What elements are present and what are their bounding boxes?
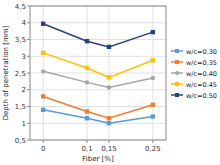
data-point — [85, 116, 89, 120]
tick-label: 0 — [41, 145, 45, 153]
data-point — [107, 121, 111, 125]
legend-label: w/c=0.35 — [186, 59, 217, 67]
plot-frame — [30, 6, 166, 140]
legend-marker — [175, 71, 179, 75]
legend: w/c=0.30 w/c=0.35 w/c=0.40 w/c=0.45 w/c=0.50 — [171, 48, 217, 100]
data-point — [151, 30, 155, 34]
tick-label: 1 — [22, 120, 26, 128]
legend-label: w/c=0.40 — [186, 70, 217, 78]
series-line — [43, 24, 153, 47]
data-point — [107, 75, 111, 79]
grid-line — [30, 123, 166, 124]
tick-label: 2 — [22, 86, 26, 94]
data-point — [107, 116, 111, 120]
data-point — [151, 114, 155, 118]
data-point — [151, 76, 155, 80]
data-point — [41, 94, 45, 98]
x-axis-label: Fiber [%] — [82, 155, 114, 163]
legend-marker — [175, 82, 179, 86]
series-line — [43, 71, 153, 87]
tick-label: 0,5 — [15, 137, 26, 145]
tick-label: 3 — [22, 53, 26, 61]
data-point — [85, 109, 89, 113]
data-point — [151, 58, 155, 62]
tick-label: 3,5 — [15, 36, 26, 44]
data-group — [41, 22, 155, 126]
chart: 0 0,1 0,15 0,25 0,5 1 1,5 2 2,5 3 3,5 4 4,5 Fiber [%]… — [0, 0, 220, 165]
legend-marker — [175, 93, 179, 97]
data-point — [107, 45, 111, 49]
legend-marker — [175, 60, 179, 64]
legend-label: w/c=0.50 — [186, 92, 217, 100]
grid-line — [30, 89, 166, 90]
series-line — [43, 96, 153, 118]
legend-label: w/c=0.45 — [186, 81, 217, 89]
series-line — [43, 53, 153, 77]
data-point — [85, 66, 89, 70]
data-point — [85, 80, 89, 84]
plot-area — [30, 6, 166, 140]
tick-label: 0,15 — [101, 145, 117, 153]
series-line — [43, 110, 153, 123]
data-point — [107, 85, 111, 89]
grid-line — [30, 22, 166, 23]
legend-label: w/c=0.30 — [186, 48, 217, 56]
data-point — [41, 69, 45, 73]
data-point — [41, 51, 45, 55]
data-point — [41, 22, 45, 26]
y-axis-label: Depth of penetration [mm] — [2, 25, 10, 120]
tick-label: 1,5 — [15, 103, 26, 111]
data-point — [151, 103, 155, 107]
tick-label: 4 — [22, 19, 27, 27]
tick-label: 0,25 — [145, 145, 161, 153]
data-point — [85, 39, 89, 43]
legend-marker — [175, 49, 179, 53]
grid-line — [30, 39, 166, 40]
tick-label: 0,1 — [81, 145, 92, 153]
data-point — [41, 108, 45, 112]
tick-label: 2,5 — [15, 70, 26, 78]
tick-label: 4,5 — [15, 3, 26, 11]
